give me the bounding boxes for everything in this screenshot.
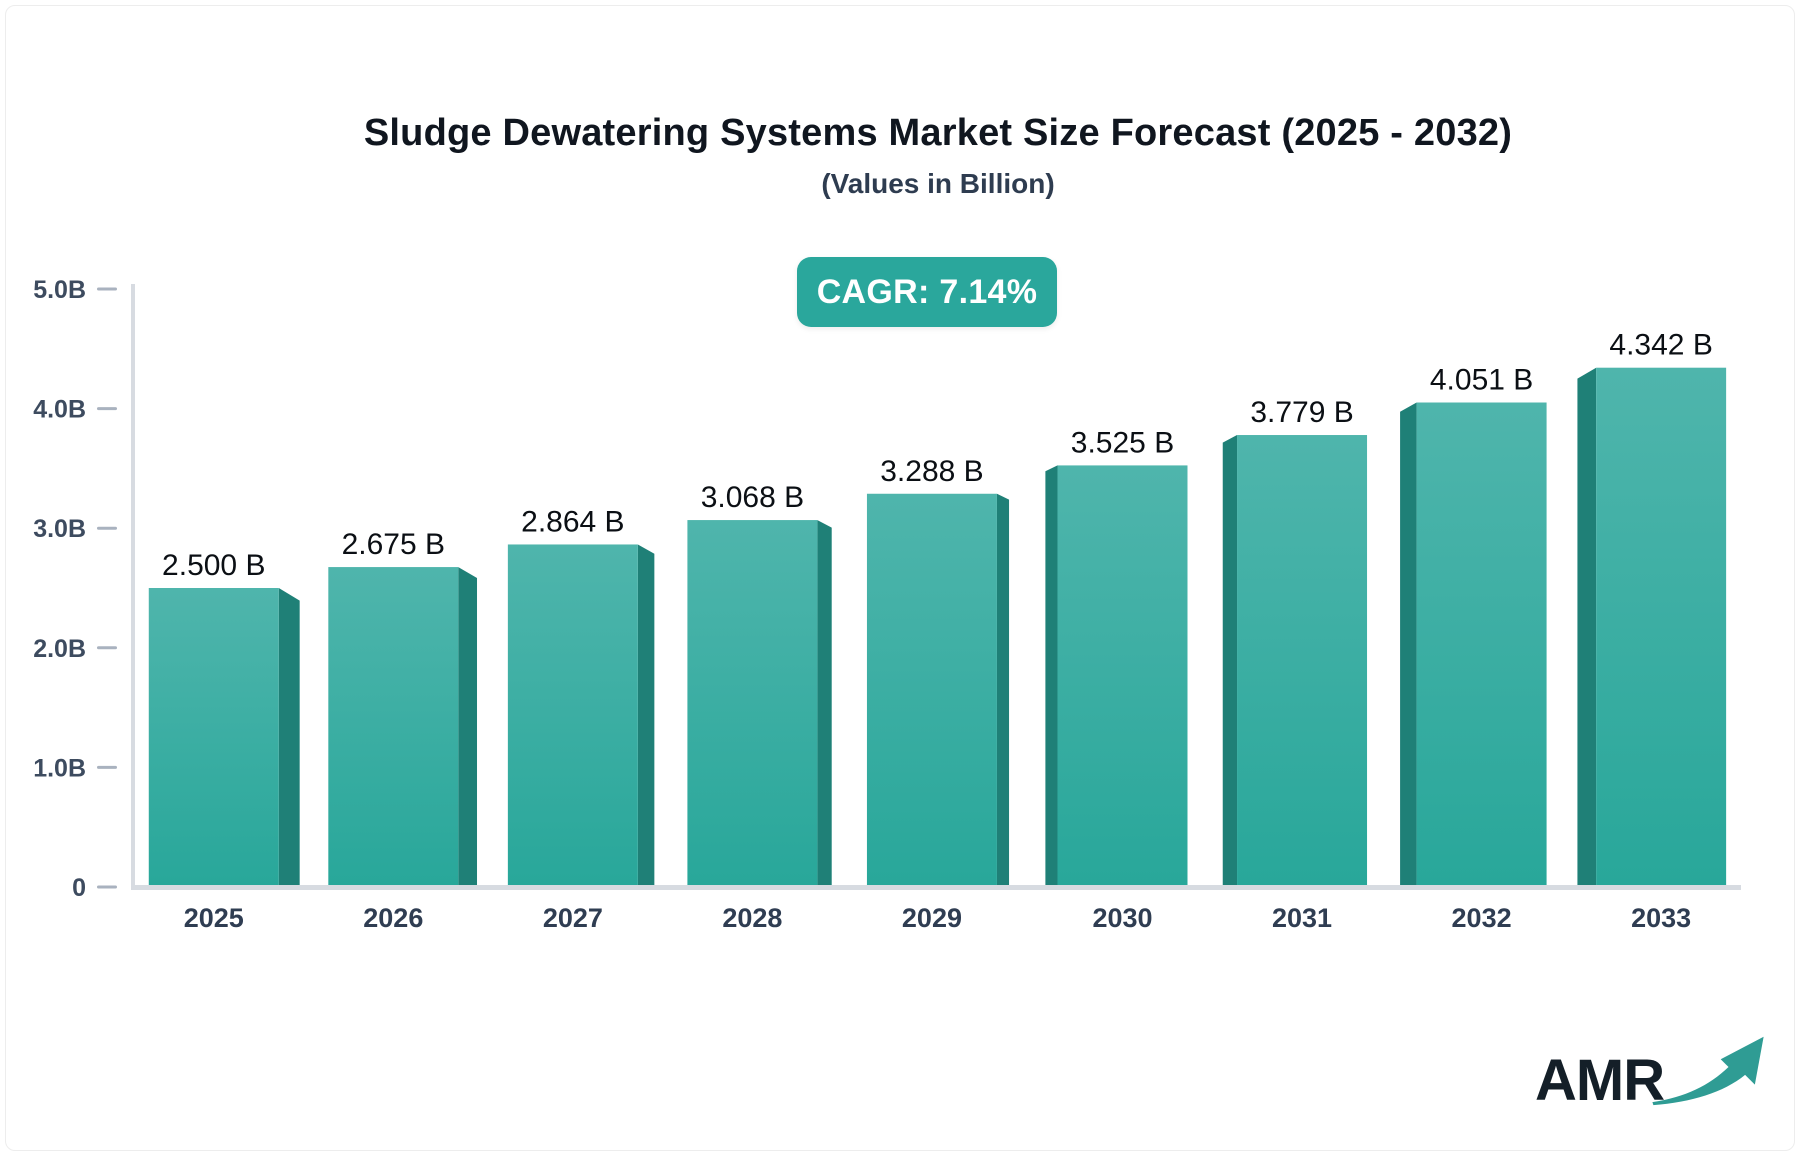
bar-value-label: 2.675 B (342, 528, 445, 561)
y-tick-dash (97, 646, 117, 650)
bar-side-face (278, 588, 300, 887)
x-category-label: 2033 (1631, 903, 1691, 933)
x-category-label: 2031 (1272, 903, 1332, 933)
x-category-label: 2029 (902, 903, 962, 933)
bar-side-face (637, 544, 655, 887)
y-tick-label: 5.0B (33, 276, 86, 304)
y-tick-dash (97, 765, 117, 769)
page-title: Sludge Dewatering Systems Market Size Fo… (363, 112, 1513, 154)
y-tick-dash (97, 407, 117, 411)
growth-arrow-icon (1652, 1036, 1764, 1106)
bar-main-face (148, 588, 279, 887)
bar-value-label: 2.864 B (521, 505, 624, 538)
bar-main-face (507, 544, 638, 887)
y-tick-label: 3.0B (33, 515, 86, 543)
y-axis-line (131, 284, 135, 890)
y-tick-dash (97, 287, 117, 291)
y-tick-label: 1.0B (33, 754, 86, 782)
bar-value-label: 3.288 B (880, 455, 983, 488)
bar-group-2025: 2.500 B 2025 (148, 549, 300, 933)
x-category-label: 2028 (722, 903, 782, 933)
bar-main-face (1416, 402, 1547, 887)
cagr-badge: CAGR: 7.14% (797, 257, 1057, 327)
bar-main-face (687, 520, 818, 887)
x-category-label: 2032 (1452, 903, 1512, 933)
bar-value-label: 3.779 B (1250, 396, 1353, 429)
bar-main-face (1057, 465, 1188, 887)
bar-main-face (1237, 435, 1368, 887)
y-tick-dash (97, 885, 117, 889)
bar-group-2029: 3.288 B 2029 (866, 455, 1010, 933)
y-tick-label: 0 (72, 874, 86, 902)
cagr-badge-label: CAGR: 7.14% (816, 272, 1038, 311)
bar-group-2032: 4.051 B 2032 (1400, 364, 1547, 933)
bar-group-2026: 2.675 B 2026 (328, 528, 478, 933)
bar-value-label: 2.500 B (162, 549, 265, 582)
bar-group-2028: 3.068 B 2028 (687, 481, 832, 933)
x-category-label: 2030 (1092, 903, 1152, 933)
bar-side-face (817, 520, 832, 887)
bar-value-label: 4.051 B (1430, 364, 1533, 397)
bar-value-label: 3.068 B (701, 481, 804, 514)
amr-logo-text: AMR (1535, 1048, 1665, 1113)
bar-side-face (1045, 465, 1058, 887)
y-tick-label: 4.0B (33, 396, 86, 424)
bar-side-face (1400, 402, 1417, 887)
bar-main-face (866, 493, 997, 887)
bar-side-face (1577, 367, 1597, 888)
bar-side-face (1222, 435, 1238, 887)
amr-logo: AMR (1535, 1028, 1768, 1110)
x-category-label: 2025 (184, 903, 244, 933)
x-axis-line (131, 885, 1741, 890)
bar-main-face (328, 567, 459, 887)
page-subtitle: (Values in Billion) (821, 168, 1055, 199)
bar-value-label: 3.525 B (1071, 426, 1174, 459)
bar-main-face (1596, 367, 1727, 888)
y-tick-dash (97, 526, 117, 530)
bar-group-2031: 3.779 B 2031 (1222, 396, 1368, 933)
bar-group-2027: 2.864 B 2027 (507, 505, 655, 933)
x-category-label: 2026 (363, 903, 423, 933)
bar-side-face (458, 567, 478, 887)
bar-value-label: 4.342 B (1609, 329, 1712, 362)
bar-group-2030: 3.525 B 2030 (1045, 426, 1188, 933)
bar-group-2033: 4.342 B 2033 (1577, 329, 1727, 933)
x-category-label: 2027 (543, 903, 603, 933)
y-tick-label: 2.0B (33, 635, 86, 663)
bar-side-face (996, 493, 1010, 887)
